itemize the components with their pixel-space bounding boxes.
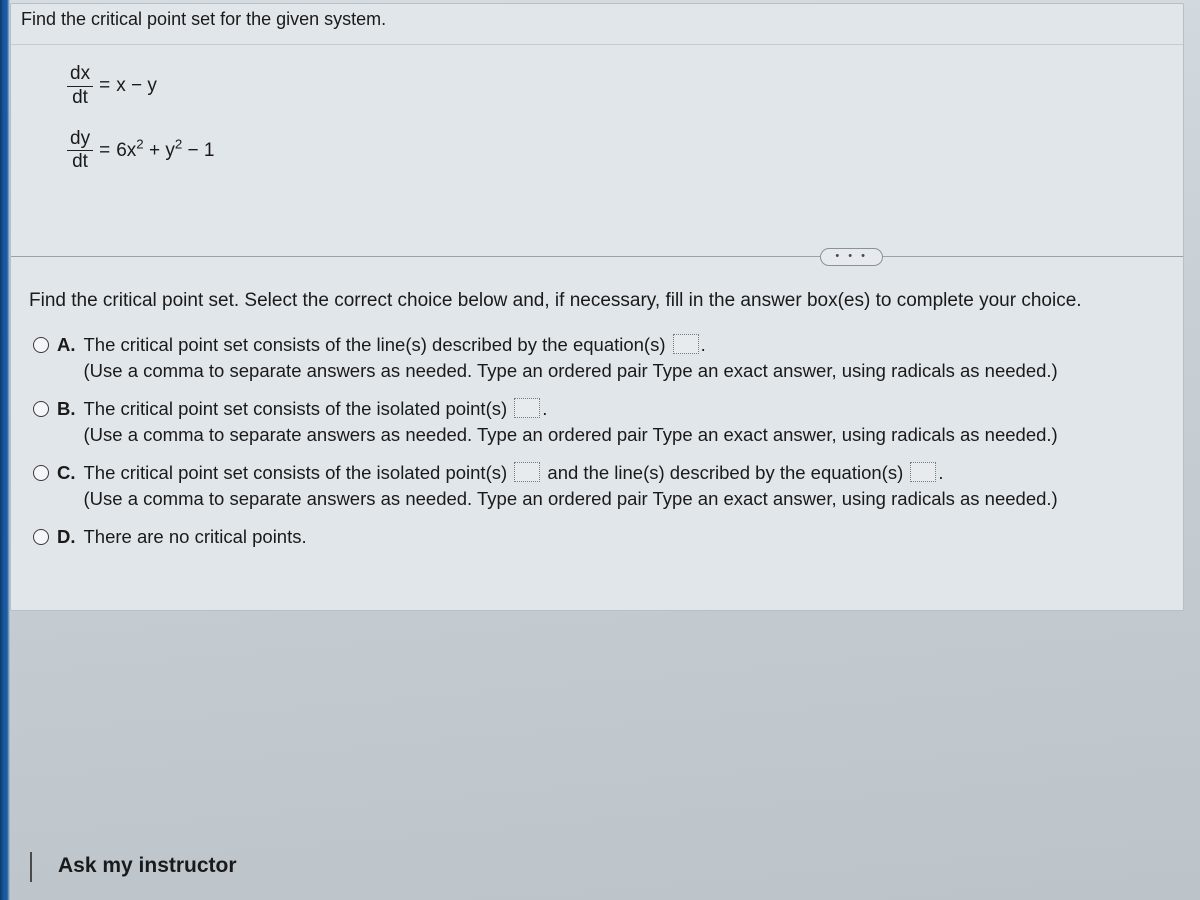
equation-2: dy dt = 6x2 + y2 − 1 — [67, 128, 1127, 175]
choice-a: A. The critical point set consists of th… — [33, 334, 1165, 386]
exponent: 2 — [136, 137, 143, 152]
equation-system: dx dt = x − y dy dt = 6x2 + y2 − 1 — [11, 45, 1183, 226]
rhs-2: 6x2 + y2 − 1 — [116, 140, 214, 162]
question-title: Find the critical point set for the give… — [11, 4, 1183, 45]
choice-c-line1: The critical point set consists of the i… — [84, 462, 1166, 484]
choice-a-hint: (Use a comma to separate answers as need… — [84, 360, 1166, 382]
answer-blank[interactable] — [514, 462, 540, 482]
more-options-button[interactable]: • • • — [820, 248, 883, 266]
choice-b-body: The critical point set consists of the i… — [84, 398, 1166, 450]
choice-b-line1: The critical point set consists of the i… — [84, 398, 1166, 420]
choice-b: B. The critical point set consists of th… — [33, 398, 1165, 450]
choice-a-line1: The critical point set consists of the l… — [84, 334, 1166, 356]
numerator: dy — [67, 128, 93, 151]
rhs-2-mid: + y — [144, 140, 175, 161]
choice-b-hint: (Use a comma to separate answers as need… — [84, 424, 1166, 446]
numerator: dx — [67, 63, 93, 86]
choice-c-text-1: The critical point set consists of the i… — [84, 462, 513, 483]
radio-a[interactable] — [33, 337, 49, 353]
choice-a-text-1: The critical point set consists of the l… — [84, 334, 671, 355]
equals-sign: = — [99, 140, 110, 162]
fraction-dx-dt: dx dt — [67, 63, 93, 110]
choice-b-text-2: . — [542, 398, 547, 419]
horizontal-divider — [11, 256, 1183, 257]
answer-blank[interactable] — [910, 462, 936, 482]
choice-b-text-1: The critical point set consists of the i… — [84, 398, 513, 419]
choice-c-text-2: . — [938, 462, 943, 483]
choice-letter: A. — [57, 334, 76, 356]
equation-1: dx dt = x − y — [67, 63, 1127, 110]
denominator: dt — [69, 87, 91, 110]
choice-d-body: There are no critical points. — [84, 526, 1166, 552]
choice-a-text-2: . — [701, 334, 706, 355]
ask-separator — [30, 852, 32, 882]
choice-a-body: The critical point set consists of the l… — [84, 334, 1166, 386]
rhs-2-pre: 6x — [116, 140, 136, 161]
choice-c: C. The critical point set consists of th… — [33, 462, 1165, 514]
choice-d: D. There are no critical points. — [33, 526, 1165, 552]
answer-blank[interactable] — [514, 398, 540, 418]
instruction-text: Find the critical point set. Select the … — [11, 286, 1183, 334]
answer-blank[interactable] — [673, 334, 699, 354]
choice-c-hint: (Use a comma to separate answers as need… — [84, 488, 1166, 510]
choice-letter: D. — [57, 526, 76, 548]
radio-d[interactable] — [33, 529, 49, 545]
choice-d-text: There are no critical points. — [84, 526, 1166, 548]
divider-area: • • • — [11, 226, 1183, 286]
radio-c[interactable] — [33, 465, 49, 481]
choice-letter: B. — [57, 398, 76, 420]
fraction-dy-dt: dy dt — [67, 128, 93, 175]
ask-instructor-link[interactable]: Ask my instructor — [58, 854, 237, 878]
rhs-2-post: − 1 — [182, 140, 214, 161]
left-edge-accent — [0, 0, 10, 900]
denominator: dt — [69, 151, 91, 174]
rhs-1: x − y — [116, 75, 157, 97]
choice-letter: C. — [57, 462, 76, 484]
radio-b[interactable] — [33, 401, 49, 417]
choice-c-body: The critical point set consists of the i… — [84, 462, 1166, 514]
equals-sign: = — [99, 75, 110, 97]
answer-choices: A. The critical point set consists of th… — [11, 334, 1183, 610]
question-panel: Find the critical point set for the give… — [10, 3, 1184, 611]
choice-c-text-mid: and the line(s) described by the equatio… — [542, 462, 908, 483]
